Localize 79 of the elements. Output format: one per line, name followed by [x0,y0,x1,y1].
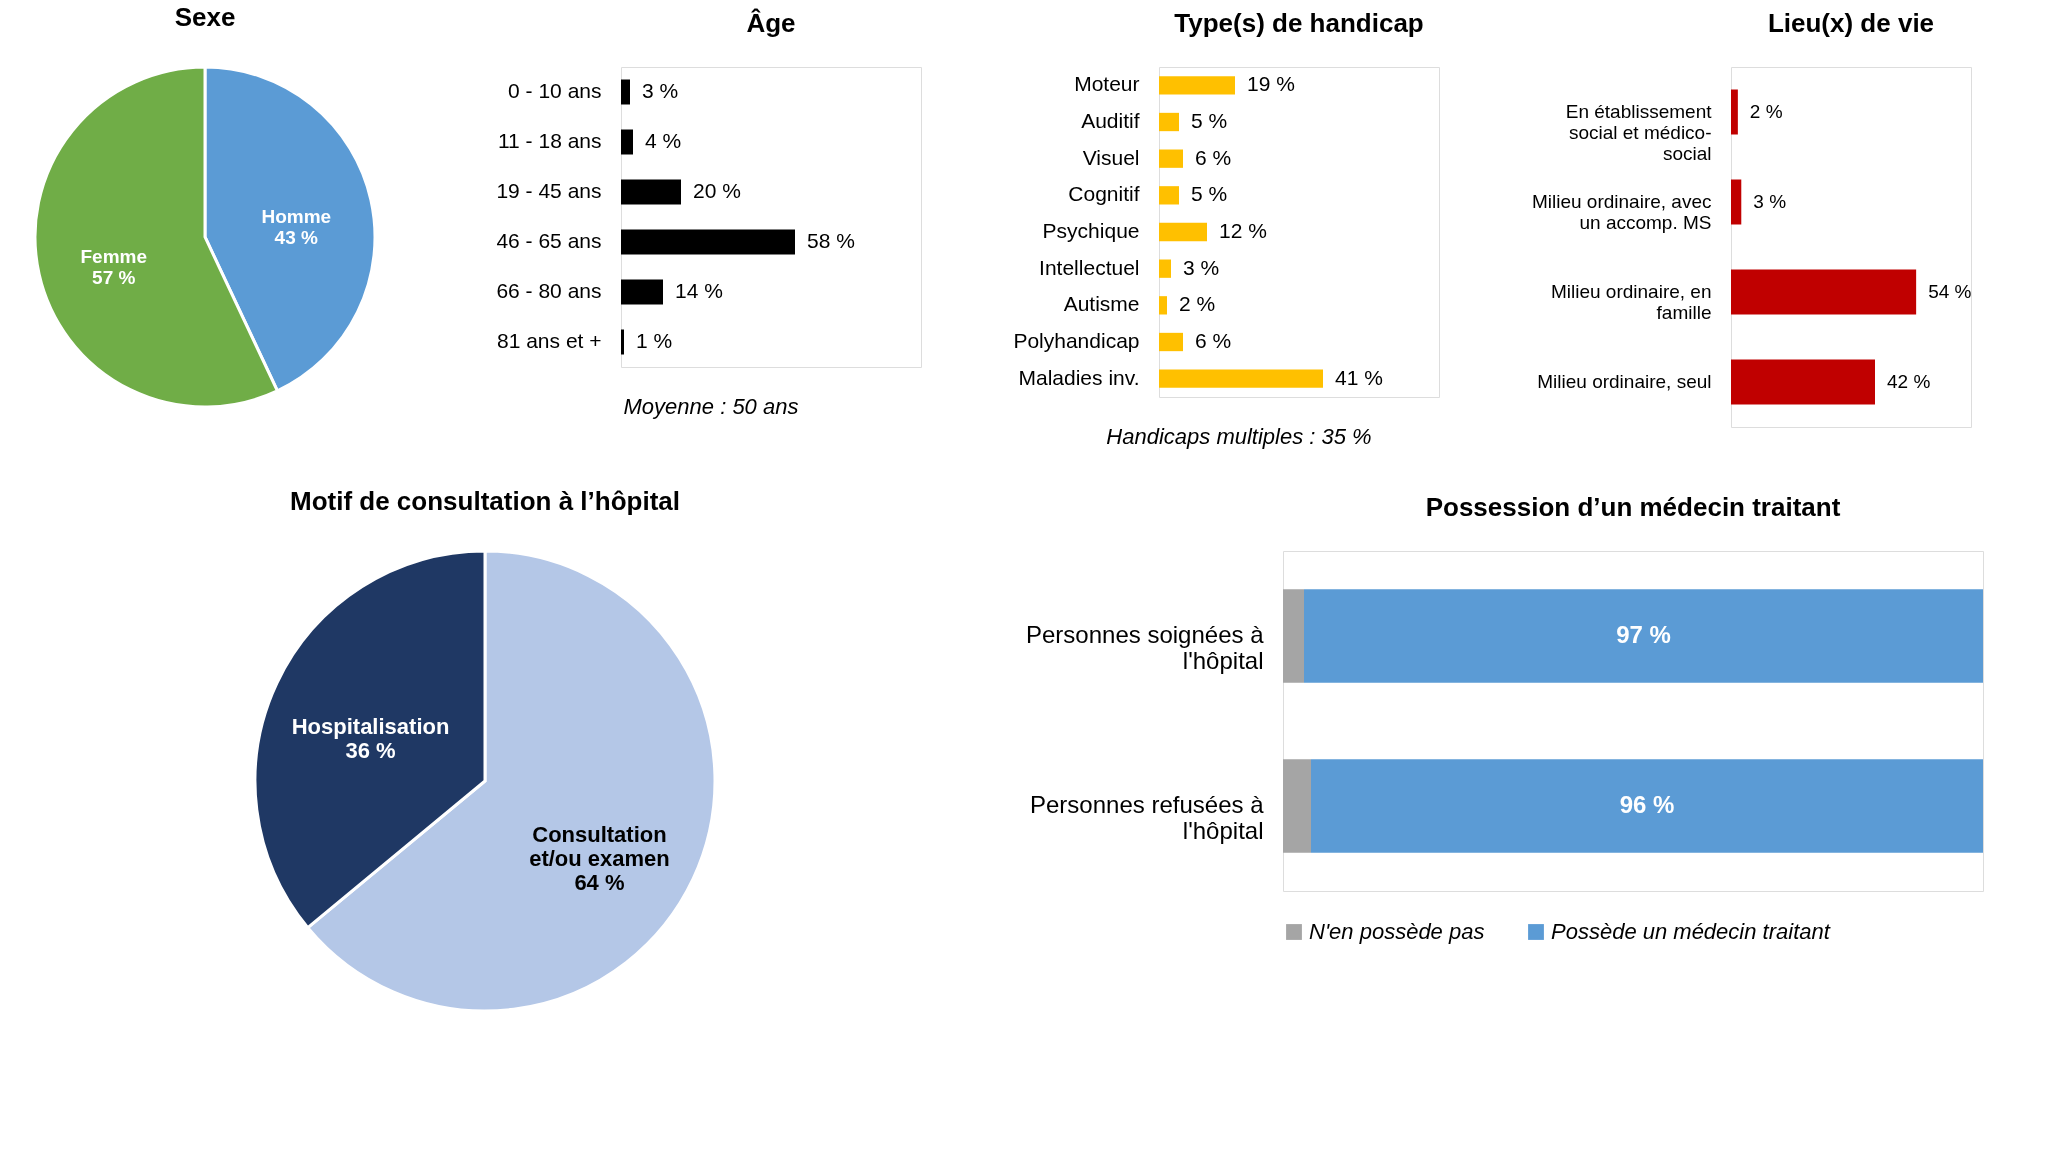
y-tick-label: Milieu ordinaire, en famille [1550,281,1712,323]
data-label: 5 % [1191,109,1228,132]
y-tick-label: 46 - 65 ans [496,229,602,252]
chart-title: Type(s) de handicap [1174,8,1424,38]
bar [621,329,624,355]
data-label: 6 % [1195,145,1232,169]
y-tick-label: 66 - 80 ans [496,279,602,302]
bar [621,279,663,305]
chart-title: Motif de consultation à l’hôpital [290,486,680,516]
data-label: 2 % [1749,101,1783,122]
y-tick-label: 19 - 45 ans [496,179,602,202]
bar [1159,222,1207,242]
y-tick-label: Moteur [1074,72,1140,96]
data-label: 64 % [574,869,625,895]
slice-label: Homme [261,205,332,227]
data-label: 97 % [1616,621,1671,648]
text: Handicaps multiples : 35 % [1106,424,1372,449]
data-label: 3 % [1753,191,1787,212]
text: Moyenne : 50 ans [623,394,799,419]
y-tick-label: 81 ans et + [497,329,602,352]
bar [1731,359,1875,405]
data-label: 43 % [274,226,318,248]
bar [1159,76,1235,95]
bar [1159,186,1179,205]
data-label: 1 % [636,329,673,352]
bar [1159,259,1171,278]
data-label: 4 % [645,129,682,152]
y-tick-label: Visuel [1082,145,1140,169]
y-tick-label: Psychique [1042,219,1140,242]
data-label: 20 % [693,179,741,202]
y-tick-label: Auditif [1081,109,1140,132]
y-tick-label: En établissement social et médico-social [1565,101,1713,164]
y-tick-label: Polyhandicap [1013,329,1140,352]
bar [1159,296,1167,315]
data-label: 58 % [807,229,855,252]
data-label: 14 % [675,279,723,302]
slice-label: Hospitalisation [291,714,450,740]
data-label: 41 % [1335,365,1383,389]
bar [1159,112,1179,132]
slice-label: Consultation et/ou examen [529,821,670,871]
y-tick-label: Personnes refusées à l'hôpital [1030,791,1265,844]
bar [1731,269,1917,315]
chart-title: Possession d’un médecin traitant [1425,492,1841,522]
bar [621,79,630,105]
legend-label: N'en possède pas [1309,919,1485,944]
y-tick-label: Autisme [1063,292,1140,316]
data-label: 54 % [1928,281,1972,302]
legend-label: Possède un médecin traitant [1551,919,1831,944]
chart-title: Lieu(x) de vie [1767,8,1935,38]
data-label: 12 % [1219,219,1267,242]
data-label: 96 % [1619,791,1675,818]
data-label: 19 % [1247,72,1295,96]
bar [621,179,681,205]
bar [1159,149,1183,168]
bar [1159,332,1183,352]
y-tick-label: Maladies inv. [1018,365,1140,389]
bar [1159,369,1323,388]
y-tick-label: Milieu ordinaire, avec un accomp. MS [1531,191,1712,233]
data-label: 5 % [1191,182,1228,206]
data-label: 42 % [1887,371,1931,392]
y-tick-label: Personnes soignées à l'hôpital [1026,621,1265,674]
data-label: 36 % [345,738,396,764]
y-tick-label: Milieu ordinaire, seul [1537,371,1712,392]
data-label: 6 % [1195,329,1232,352]
bar [621,129,633,155]
y-tick-label: 0 - 10 ans [508,79,602,102]
chart-title: Sexe [174,2,236,32]
slice-label: Femme [80,246,148,268]
y-tick-label: Intellectuel [1039,255,1140,279]
y-tick-label: Cognitif [1068,182,1140,206]
data-label: 2 % [1179,292,1216,316]
bar [621,229,795,255]
data-label: 57 % [92,267,136,289]
data-label: 3 % [1183,255,1220,279]
y-tick-label: 11 - 18 ans [497,129,602,152]
chart-title: Âge [746,8,796,38]
bar [1731,179,1742,225]
data-label: 3 % [642,79,679,102]
bar [1731,89,1738,135]
